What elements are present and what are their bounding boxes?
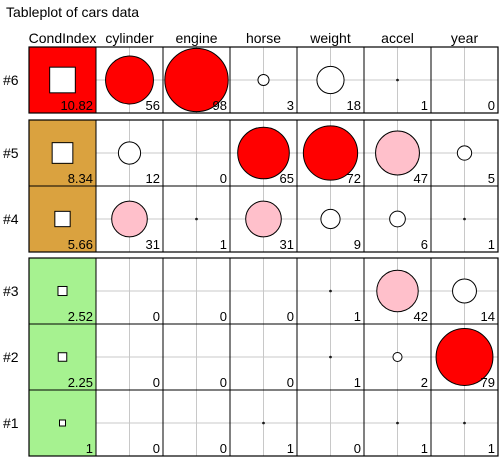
value-circle bbox=[456, 145, 473, 161]
cell-value: 1 bbox=[421, 441, 428, 456]
cell-value: 5 bbox=[488, 171, 495, 186]
group-box-3 bbox=[28, 257, 499, 457]
value-circle bbox=[316, 65, 345, 95]
cell-value: 2 bbox=[421, 375, 428, 390]
cell-value: 1 bbox=[488, 441, 495, 456]
value-circle bbox=[376, 269, 419, 313]
column-header-year: year bbox=[451, 30, 479, 46]
condindex-value: 10.82 bbox=[60, 98, 93, 113]
cell-value: 0 bbox=[354, 441, 361, 456]
row-label-2: #2 bbox=[3, 349, 19, 365]
row-label-6: #6 bbox=[3, 72, 19, 88]
cell-value: 56 bbox=[146, 98, 160, 113]
column-header-condindex: CondIndex bbox=[29, 30, 97, 46]
row-label-4: #4 bbox=[3, 211, 19, 227]
group-box-1 bbox=[28, 46, 499, 114]
condindex-square bbox=[49, 66, 76, 94]
cell-value: 0 bbox=[220, 171, 227, 186]
cell-value: 72 bbox=[347, 171, 361, 186]
cell-value: 0 bbox=[220, 441, 227, 456]
value-circle bbox=[396, 421, 399, 425]
cell-value: 1 bbox=[421, 98, 428, 113]
cell-value: 0 bbox=[153, 309, 160, 324]
cell-value: 0 bbox=[153, 375, 160, 390]
value-circle bbox=[262, 421, 265, 425]
condindex-value: 5.66 bbox=[68, 237, 93, 252]
cell-value: 0 bbox=[153, 441, 160, 456]
cell-value: 47 bbox=[414, 171, 428, 186]
column-header-cylinder: cylinder bbox=[105, 30, 154, 46]
value-circle bbox=[320, 208, 341, 230]
cell-value: 31 bbox=[146, 237, 160, 252]
value-circle bbox=[195, 217, 198, 221]
cell-value: 31 bbox=[280, 237, 294, 252]
value-circle bbox=[452, 278, 477, 304]
value-circle bbox=[463, 217, 466, 221]
value-circle bbox=[375, 130, 420, 176]
condindex-value: 2.52 bbox=[68, 309, 93, 324]
value-circle bbox=[105, 55, 154, 105]
chart-title: Tableplot of cars data bbox=[6, 4, 139, 20]
condindex-value: 8.34 bbox=[68, 171, 93, 186]
cell-value: 0 bbox=[287, 375, 294, 390]
cell-value: 65 bbox=[280, 171, 294, 186]
column-header-weight: weight bbox=[309, 30, 351, 46]
cell-value: 42 bbox=[414, 309, 428, 324]
value-circle bbox=[237, 126, 290, 180]
column-header-engine: engine bbox=[175, 30, 217, 46]
value-circle bbox=[257, 73, 270, 87]
condindex-value: 1 bbox=[86, 441, 93, 456]
condindex-square bbox=[51, 142, 74, 164]
cell-value: 12 bbox=[146, 171, 160, 186]
value-circle bbox=[245, 200, 282, 238]
cell-value: 1 bbox=[354, 309, 361, 324]
value-circle bbox=[389, 210, 406, 228]
column-header-accel: accel bbox=[381, 30, 414, 46]
cell-value: 79 bbox=[481, 375, 495, 390]
group-box-2 bbox=[28, 119, 499, 253]
row-label-1: #1 bbox=[3, 415, 19, 431]
value-circle bbox=[329, 289, 332, 293]
cell-value: 18 bbox=[347, 98, 361, 113]
cell-value: 0 bbox=[220, 309, 227, 324]
row-label-3: #3 bbox=[3, 283, 19, 299]
value-circle bbox=[111, 200, 148, 238]
condindex-square bbox=[59, 419, 66, 427]
cell-value: 1 bbox=[220, 237, 227, 252]
cell-value: 1 bbox=[287, 441, 294, 456]
cell-value: 0 bbox=[287, 309, 294, 324]
value-circle bbox=[117, 141, 142, 165]
cell-value: 1 bbox=[354, 375, 361, 390]
value-circle bbox=[396, 78, 399, 82]
cell-value: 9 bbox=[354, 237, 361, 252]
cell-value: 6 bbox=[421, 237, 428, 252]
value-circle bbox=[164, 47, 229, 113]
value-circle bbox=[435, 328, 494, 386]
cell-value: 1 bbox=[488, 237, 495, 252]
cell-value: 3 bbox=[287, 98, 294, 113]
cell-value: 98 bbox=[213, 98, 227, 113]
value-circle bbox=[329, 355, 332, 359]
value-circle bbox=[392, 351, 403, 363]
condindex-value: 2.25 bbox=[68, 375, 93, 390]
condindex-square bbox=[57, 285, 68, 297]
condindex-square bbox=[54, 210, 71, 228]
column-header-horse: horse bbox=[246, 30, 281, 46]
row-label-5: #5 bbox=[3, 145, 19, 161]
value-circle bbox=[463, 421, 466, 425]
cell-value: 0 bbox=[488, 98, 495, 113]
cell-value: 14 bbox=[481, 309, 495, 324]
condindex-square bbox=[57, 352, 68, 362]
value-circle bbox=[302, 125, 359, 181]
cell-value: 0 bbox=[220, 375, 227, 390]
